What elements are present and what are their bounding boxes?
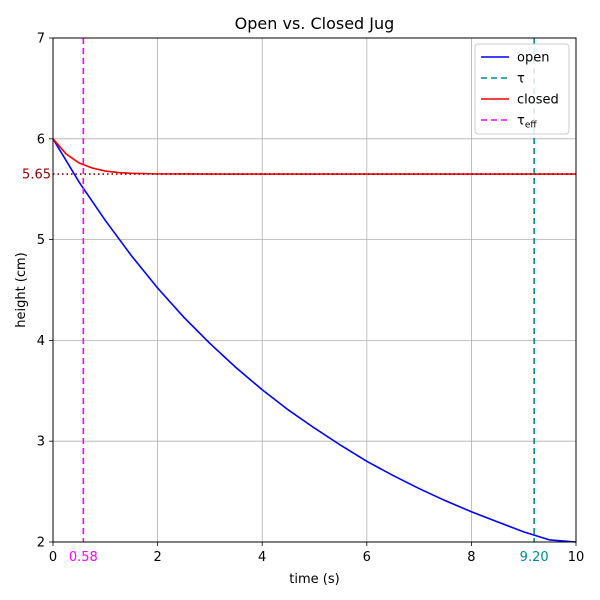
x-tick-label: 8 [467, 550, 475, 565]
vline-label: 9.20 [520, 550, 549, 565]
y-tick-label: 7 [37, 32, 45, 47]
x-tick-label: 2 [153, 550, 161, 565]
vline-label: 0.58 [69, 550, 98, 565]
legend-box [474, 43, 570, 135]
y-tick-label: 3 [37, 435, 45, 450]
y-tick-label: 4 [37, 334, 45, 349]
x-axis-label: time (s) [289, 572, 339, 587]
legend-entry-label: open [517, 51, 549, 66]
series-line-closed [52, 138, 576, 175]
y-tick-label: 2 [37, 536, 45, 551]
x-tick-label: 10 [568, 550, 585, 565]
legend-entry-label: closed [517, 93, 559, 108]
x-tick-label: 0 [49, 550, 57, 565]
x-tick-label: 4 [258, 550, 266, 565]
x-tick-label: 6 [363, 550, 371, 565]
y-axis-label: height (cm) [14, 252, 29, 328]
plot-area [52, 38, 577, 543]
hline-label: 5.65 [22, 168, 51, 183]
legend-entry-label: τ [517, 72, 525, 87]
series-line-open [52, 138, 577, 543]
y-tick-label: 6 [37, 132, 45, 147]
legend-entry-subscript: eff [525, 121, 538, 131]
chart-title: Open vs. Closed Jug [235, 14, 395, 33]
y-tick-label: 5 [37, 233, 45, 248]
axes-frame [52, 37, 577, 543]
